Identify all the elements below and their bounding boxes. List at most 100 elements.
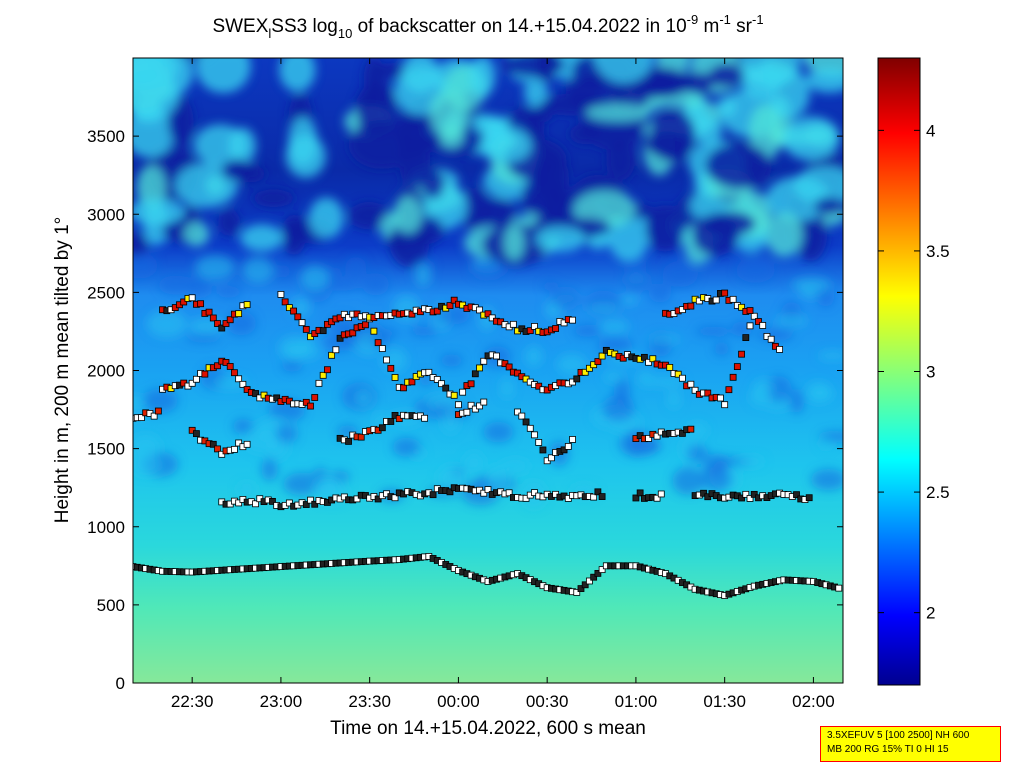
layer-marker <box>463 408 471 416</box>
layer-marker <box>514 408 521 416</box>
layer-marker <box>433 376 441 383</box>
layer-marker <box>750 490 758 498</box>
layer-marker <box>577 585 585 592</box>
heatmap-cell <box>714 342 729 356</box>
heatmap-cell <box>705 143 772 189</box>
heatmap-cell <box>279 58 316 92</box>
heatmap-cell <box>645 204 685 252</box>
layer-marker <box>450 391 458 399</box>
x-axis-label: Time on 14.+15.04.2022, 600 s mean <box>330 718 646 739</box>
x-tick-label: 23:30 <box>348 692 391 711</box>
chart-title: SWEXlSS3 log10 of backscatter on 14.+15.… <box>212 12 763 41</box>
colorbar-tick-label: 4 <box>926 121 935 140</box>
layer-marker <box>721 289 729 297</box>
layer-marker <box>180 298 188 306</box>
heatmap-cell <box>242 257 274 284</box>
layer-marker <box>746 307 754 314</box>
heatmap-cell <box>464 452 484 474</box>
heatmap-cell <box>183 221 210 247</box>
heatmap-cell <box>753 379 774 397</box>
layer-marker <box>569 316 576 324</box>
layer-marker <box>704 389 712 397</box>
heatmap-cell <box>602 396 635 422</box>
layer-marker <box>476 364 483 372</box>
heatmap-cell <box>638 369 652 388</box>
layer-marker <box>590 493 598 501</box>
heatmap-cell <box>300 265 330 291</box>
heatmap-cell <box>437 465 467 491</box>
heatmap-cell <box>501 58 566 78</box>
layer-marker <box>505 363 513 371</box>
layer-marker <box>805 494 813 502</box>
layer-marker <box>581 368 589 376</box>
heatmap-cell <box>586 304 621 314</box>
y-tick-label: 3500 <box>87 127 125 146</box>
layer-marker <box>387 418 395 425</box>
heatmap-cell <box>136 164 167 210</box>
heatmap-cell <box>667 389 681 410</box>
layer-marker <box>252 390 259 397</box>
layer-marker <box>298 319 306 327</box>
heatmap-cell <box>308 197 344 239</box>
heatmap-cell <box>520 175 571 218</box>
heatmap-cell <box>594 58 654 84</box>
heatmap-cell <box>322 333 355 352</box>
layer-marker <box>539 446 547 454</box>
layer-marker <box>653 494 661 502</box>
heatmap-cell <box>819 438 832 449</box>
x-axis: 22:30 23:00 23:30 00:00 00:30 01:00 01:30 02:00 <box>171 58 835 711</box>
layer-marker <box>429 491 437 499</box>
colorbar-tick-label: 3.5 <box>926 242 950 261</box>
layer-marker <box>222 359 230 366</box>
colorbar <box>877 57 921 686</box>
heatmap-cell <box>817 351 843 361</box>
layer-marker <box>235 310 243 318</box>
heatmap-cell <box>791 277 832 293</box>
x-tick-label: 00:00 <box>437 692 480 711</box>
layer-marker <box>336 314 344 322</box>
heatmap-cell <box>240 224 284 252</box>
heatmap-cell <box>525 346 543 367</box>
layer-marker <box>277 291 285 298</box>
heatmap-cell <box>232 418 254 434</box>
layer-marker <box>586 364 593 372</box>
heatmap-cell <box>218 209 241 237</box>
layer-marker <box>547 454 555 462</box>
heatmap-cell <box>542 281 558 291</box>
layer-marker <box>425 368 433 376</box>
heatmap-cell <box>585 103 651 122</box>
layer-marker <box>759 322 767 329</box>
layer-marker <box>231 369 238 377</box>
layer-marker <box>192 430 200 438</box>
heatmap-cell <box>647 376 685 388</box>
x-tick-label: 00:30 <box>526 692 569 711</box>
heatmap-cell <box>648 335 681 344</box>
heatmap-cell <box>682 71 714 96</box>
layer-marker <box>362 321 369 329</box>
heatmap-cell <box>243 429 281 453</box>
heatmap-cell <box>535 225 586 252</box>
heatmap-cell <box>421 168 445 199</box>
layer-marker <box>560 446 568 454</box>
layer-marker <box>552 325 560 332</box>
colorbar-axis: 2 2.5 3 3.5 4 <box>878 121 950 623</box>
heatmap-cell <box>623 258 647 274</box>
layer-marker <box>442 384 450 392</box>
layer-marker <box>526 424 534 432</box>
layer-marker <box>243 301 251 309</box>
heatmap-cell <box>174 162 238 208</box>
layer-marker <box>649 355 657 363</box>
y-tick-label: 0 <box>116 674 125 693</box>
heatmap-cell <box>188 274 212 299</box>
layer-marker <box>252 500 259 508</box>
layer-marker <box>594 488 602 496</box>
layer-marker <box>674 370 682 378</box>
layer-marker <box>480 398 488 406</box>
layer-markers <box>133 289 843 599</box>
layer-marker <box>700 489 707 497</box>
heatmap-cell <box>345 256 367 278</box>
layer-marker <box>480 489 488 497</box>
heatmap-cell <box>215 286 243 298</box>
layer-marker <box>433 307 441 315</box>
heatmap-cell <box>133 198 185 225</box>
